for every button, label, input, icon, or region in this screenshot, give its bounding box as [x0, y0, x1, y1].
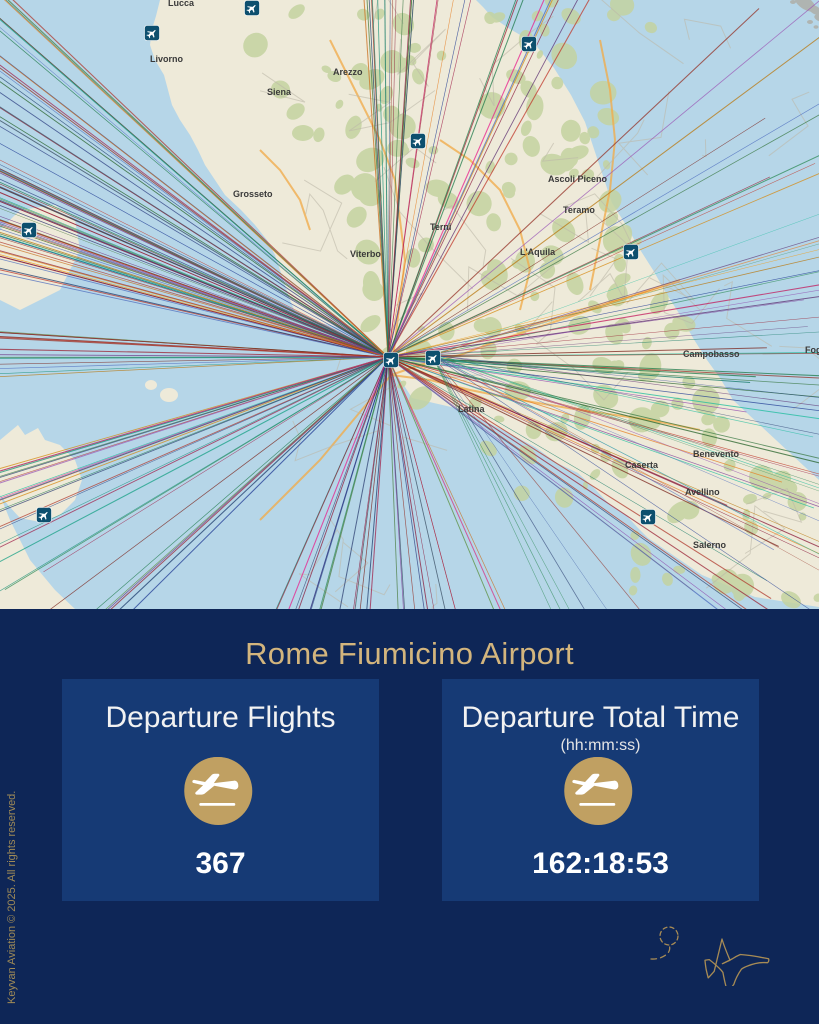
svg-text:Arezzo: Arezzo — [333, 67, 363, 77]
svg-text:Lucca: Lucca — [168, 0, 195, 8]
svg-text:L'Aquila: L'Aquila — [520, 247, 556, 257]
svg-text:Grosseto: Grosseto — [233, 189, 273, 199]
svg-text:Teramo: Teramo — [563, 205, 595, 215]
svg-text:Avellino: Avellino — [685, 487, 720, 497]
svg-text:Campobasso: Campobasso — [683, 349, 740, 359]
svg-text:Siena: Siena — [267, 87, 292, 97]
svg-text:Caserta: Caserta — [625, 460, 659, 470]
svg-text:Foggia: Foggia — [805, 345, 819, 355]
svg-text:Salerno: Salerno — [693, 540, 727, 550]
svg-text:Terni: Terni — [430, 222, 451, 232]
svg-text:Benevento: Benevento — [693, 449, 740, 459]
svg-text:Latina: Latina — [458, 404, 485, 414]
svg-text:Livorno: Livorno — [150, 54, 184, 64]
svg-text:Ascoli Piceno: Ascoli Piceno — [548, 174, 608, 184]
svg-text:Viterbo: Viterbo — [350, 249, 381, 259]
